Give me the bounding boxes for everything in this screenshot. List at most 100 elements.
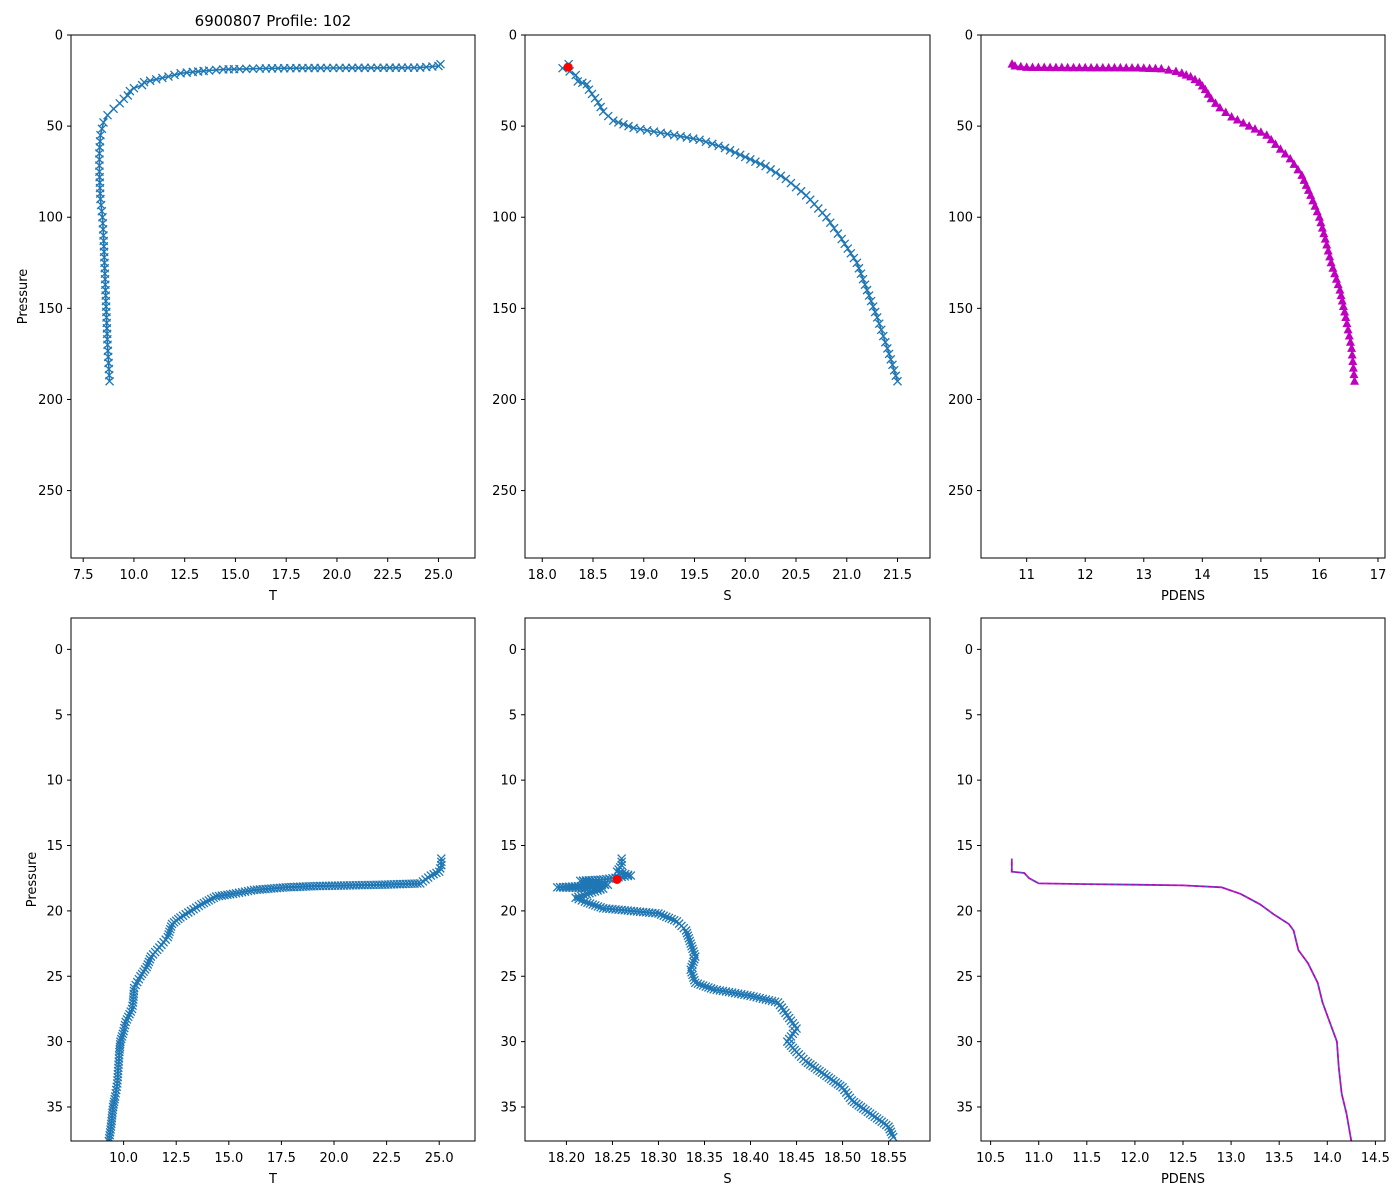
data-point	[1022, 62, 1032, 71]
data-point	[1221, 107, 1231, 116]
data-point	[206, 894, 216, 904]
data-point	[596, 102, 606, 112]
data-point	[598, 884, 608, 894]
data-point	[129, 83, 139, 93]
y-tick-label: 0	[965, 643, 973, 658]
data-point	[1330, 268, 1340, 278]
data-point	[654, 909, 663, 918]
data-point	[1033, 62, 1043, 72]
data-point	[580, 897, 590, 907]
data-point	[1244, 121, 1254, 130]
data-point	[624, 121, 633, 131]
data-point	[766, 164, 776, 174]
data-point	[218, 64, 228, 74]
data-point	[167, 919, 177, 929]
y-tick-label: 0	[965, 29, 973, 44]
data-point	[1289, 159, 1299, 168]
highlight-point	[612, 875, 622, 884]
y-axis-label: Pressure	[16, 269, 31, 325]
y-tick-label: 250	[38, 484, 63, 499]
data-point	[577, 895, 587, 905]
y-tick-label: 15	[956, 839, 973, 854]
data-point	[1280, 149, 1290, 158]
y-tick-label: 150	[948, 302, 973, 317]
y-tick-label: 30	[46, 1035, 63, 1050]
axes-frame	[980, 617, 1386, 1142]
data-point	[123, 1012, 133, 1022]
data-point	[1333, 279, 1343, 289]
x-tick-label: 18.45	[778, 1151, 815, 1166]
x-tick-label: 13	[1135, 568, 1152, 583]
x-tick-label: 16	[1311, 568, 1328, 583]
data-point	[1271, 139, 1281, 148]
data-point	[165, 924, 175, 934]
y-tick-label: 150	[38, 302, 63, 317]
data-point	[761, 161, 771, 171]
data-point	[1323, 245, 1333, 255]
y-tick-label: 0	[509, 643, 517, 658]
y-tick-label: 0	[55, 643, 63, 658]
profile-line	[560, 63, 899, 382]
x-tick-label: 20.0	[320, 1151, 349, 1166]
x-tick-label: 18.30	[640, 1151, 677, 1166]
data-point	[750, 157, 760, 167]
data-point	[833, 229, 843, 239]
data-point	[1326, 257, 1336, 267]
data-point	[735, 150, 745, 160]
data-point	[786, 178, 796, 188]
data-point	[1319, 228, 1329, 238]
data-point	[122, 1014, 132, 1024]
series-p5	[552, 854, 898, 1141]
y-tick-label: 200	[38, 393, 63, 408]
x-tick-label: 21.5	[883, 568, 912, 583]
data-point	[884, 349, 894, 359]
data-point	[887, 1130, 897, 1139]
data-point	[659, 911, 669, 921]
data-point	[166, 922, 176, 932]
y-tick-label: 250	[948, 484, 973, 499]
data-point	[1164, 65, 1174, 74]
data-point	[661, 912, 671, 922]
data-point	[117, 1031, 127, 1041]
series-p3	[1007, 59, 1360, 385]
data-point	[725, 145, 735, 155]
data-point	[1348, 363, 1358, 372]
profile-line	[1010, 858, 1353, 1141]
data-point	[876, 325, 886, 335]
data-point	[870, 307, 880, 317]
data-point	[189, 904, 199, 914]
data-point	[1133, 62, 1143, 72]
data-point	[688, 944, 697, 954]
data-point	[109, 1097, 119, 1107]
x-tick-label: 12.5	[170, 568, 199, 583]
data-point	[1256, 127, 1266, 136]
data-point	[688, 957, 698, 967]
data-point	[1341, 312, 1351, 321]
panel-p5: 18.20 18.25 18.30 18.35 18.40 18.45 18.50 18.55…	[500, 617, 931, 1187]
y-tick-label: 35	[500, 1101, 517, 1116]
data-point	[1342, 318, 1352, 328]
data-point	[1215, 102, 1225, 112]
data-point	[584, 85, 594, 95]
data-point	[1115, 62, 1125, 72]
y-tick-label: 25	[46, 970, 63, 985]
x-tick-label: 22.5	[372, 1151, 401, 1166]
data-point	[686, 965, 696, 975]
data-point	[1145, 63, 1155, 72]
x-tick-label: 12.0	[1120, 1151, 1149, 1166]
x-axis-label: PDENS	[1161, 1172, 1205, 1187]
panel-p2: 18.0 18.5 19.0 19.5 20.0 20.5 21.0 21.5 0 50 100 15…	[492, 29, 931, 604]
markers-p4	[104, 854, 446, 1141]
data-point	[181, 909, 191, 919]
data-point	[1171, 66, 1181, 75]
markers-p3	[1007, 59, 1360, 385]
x-tick-label: 20.0	[731, 568, 760, 583]
y-tick-label: 10	[956, 774, 973, 789]
data-point	[1010, 60, 1020, 70]
data-point	[703, 983, 713, 992]
x-tick-label: 18.25	[594, 1151, 631, 1166]
y-tick-label: 200	[492, 393, 517, 408]
data-point	[126, 1007, 136, 1017]
data-point	[1337, 296, 1347, 305]
